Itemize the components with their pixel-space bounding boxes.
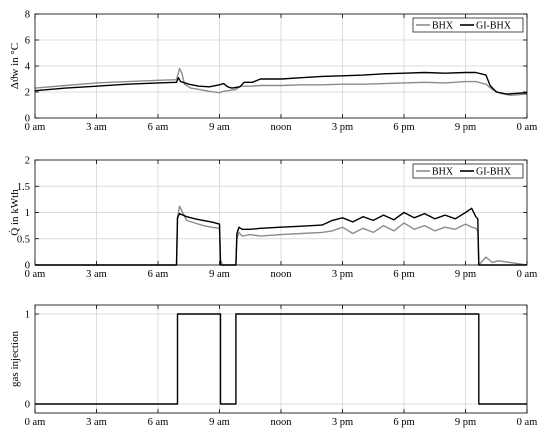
panel-gas-injection: 0 am 3 am 6 am 9 am noon 3 pm 6 pm 9 pm 0 am 0 1 ga…	[9, 304, 538, 428]
x-tick-label: 6 pm	[393, 417, 414, 428]
x-tick-label: 6 pm	[393, 269, 414, 280]
x-tick-label: 3 am	[86, 417, 107, 428]
y-axis-label: Δϑw in °C	[9, 43, 21, 89]
legend: BHX GI-BHX	[412, 163, 524, 179]
x-tick-label: 9 pm	[455, 269, 476, 280]
x-tick-label: 9 pm	[455, 417, 476, 428]
x-tick-label: 3 pm	[332, 122, 353, 133]
x-tick-label: 6 am	[148, 269, 169, 280]
x-tick-label: 0 am	[25, 417, 46, 428]
y-tick-label: 8	[25, 10, 30, 21]
series-line-gi-bhx	[34, 71, 528, 95]
x-tick-label: 6 pm	[393, 122, 414, 133]
x-tick-label: 0 am	[25, 269, 46, 280]
series-line-bhx	[34, 67, 528, 97]
x-tick-label: noon	[271, 122, 293, 133]
x-tick-label: 9 am	[209, 122, 230, 133]
x-tick-label: 6 am	[148, 122, 169, 133]
y-axis-label: gas injection	[9, 331, 21, 387]
series-line-gi-bhx	[35, 207, 527, 266]
panel-heat-extraction-rate: 0 am 3 am 6 am 9 am noon 3 pm 6 pm 9 pm 0 am00.5…	[9, 156, 537, 281]
x-tick-label: 0 am	[517, 417, 538, 428]
legend-label-bhx: BHX	[432, 167, 454, 178]
legend-label-bhx: BHX	[432, 21, 454, 32]
x-tick-label: 3 am	[86, 269, 107, 280]
panel-water-temperature-difference: 0 am 3 am 6 am 9 am noon 3 pm 6 pm 9 pm 0 am0246…	[9, 10, 537, 134]
x-tick-label: noon	[271, 269, 293, 280]
x-tick-label: 3 pm	[332, 417, 353, 428]
y-tick-label: 4	[25, 62, 31, 73]
y-tick-label: 0.5	[17, 234, 30, 245]
legend-label-gi-bhx: GI-BHX	[476, 167, 512, 178]
legend-label-gi-bhx: GI-BHX	[476, 21, 512, 32]
series-line-gas-injection	[35, 313, 527, 405]
y-tick-label: 2	[25, 156, 30, 167]
y-tick-label: 0	[25, 400, 30, 411]
x-tick-label: 6 am	[148, 417, 169, 428]
x-tick-label: 0 am	[517, 122, 538, 133]
y-axis-label: Q̇ in kWth	[9, 189, 21, 236]
x-tick-label: 9 pm	[455, 122, 476, 133]
y-tick-label: 1	[25, 310, 30, 321]
y-tick-label: 0	[25, 114, 30, 125]
x-tick-label: 3 am	[86, 122, 107, 133]
x-tick-label: 9 am	[209, 417, 230, 428]
x-tick-label: noon	[271, 417, 293, 428]
y-tick-label: 1.5	[17, 182, 30, 193]
legend: BHX GI-BHX	[412, 17, 524, 33]
y-tick-label: 2	[25, 88, 30, 99]
series-line-bhx	[35, 205, 528, 266]
x-tick-label: 3 pm	[332, 269, 353, 280]
x-tick-label: 0 am	[25, 122, 46, 133]
y-tick-label: 6	[25, 36, 30, 47]
y-tick-label: 1	[25, 208, 30, 219]
y-tick-label: 0	[25, 261, 30, 272]
x-tick-label: 9 am	[209, 269, 230, 280]
x-tick-label: 0 am	[517, 269, 538, 280]
